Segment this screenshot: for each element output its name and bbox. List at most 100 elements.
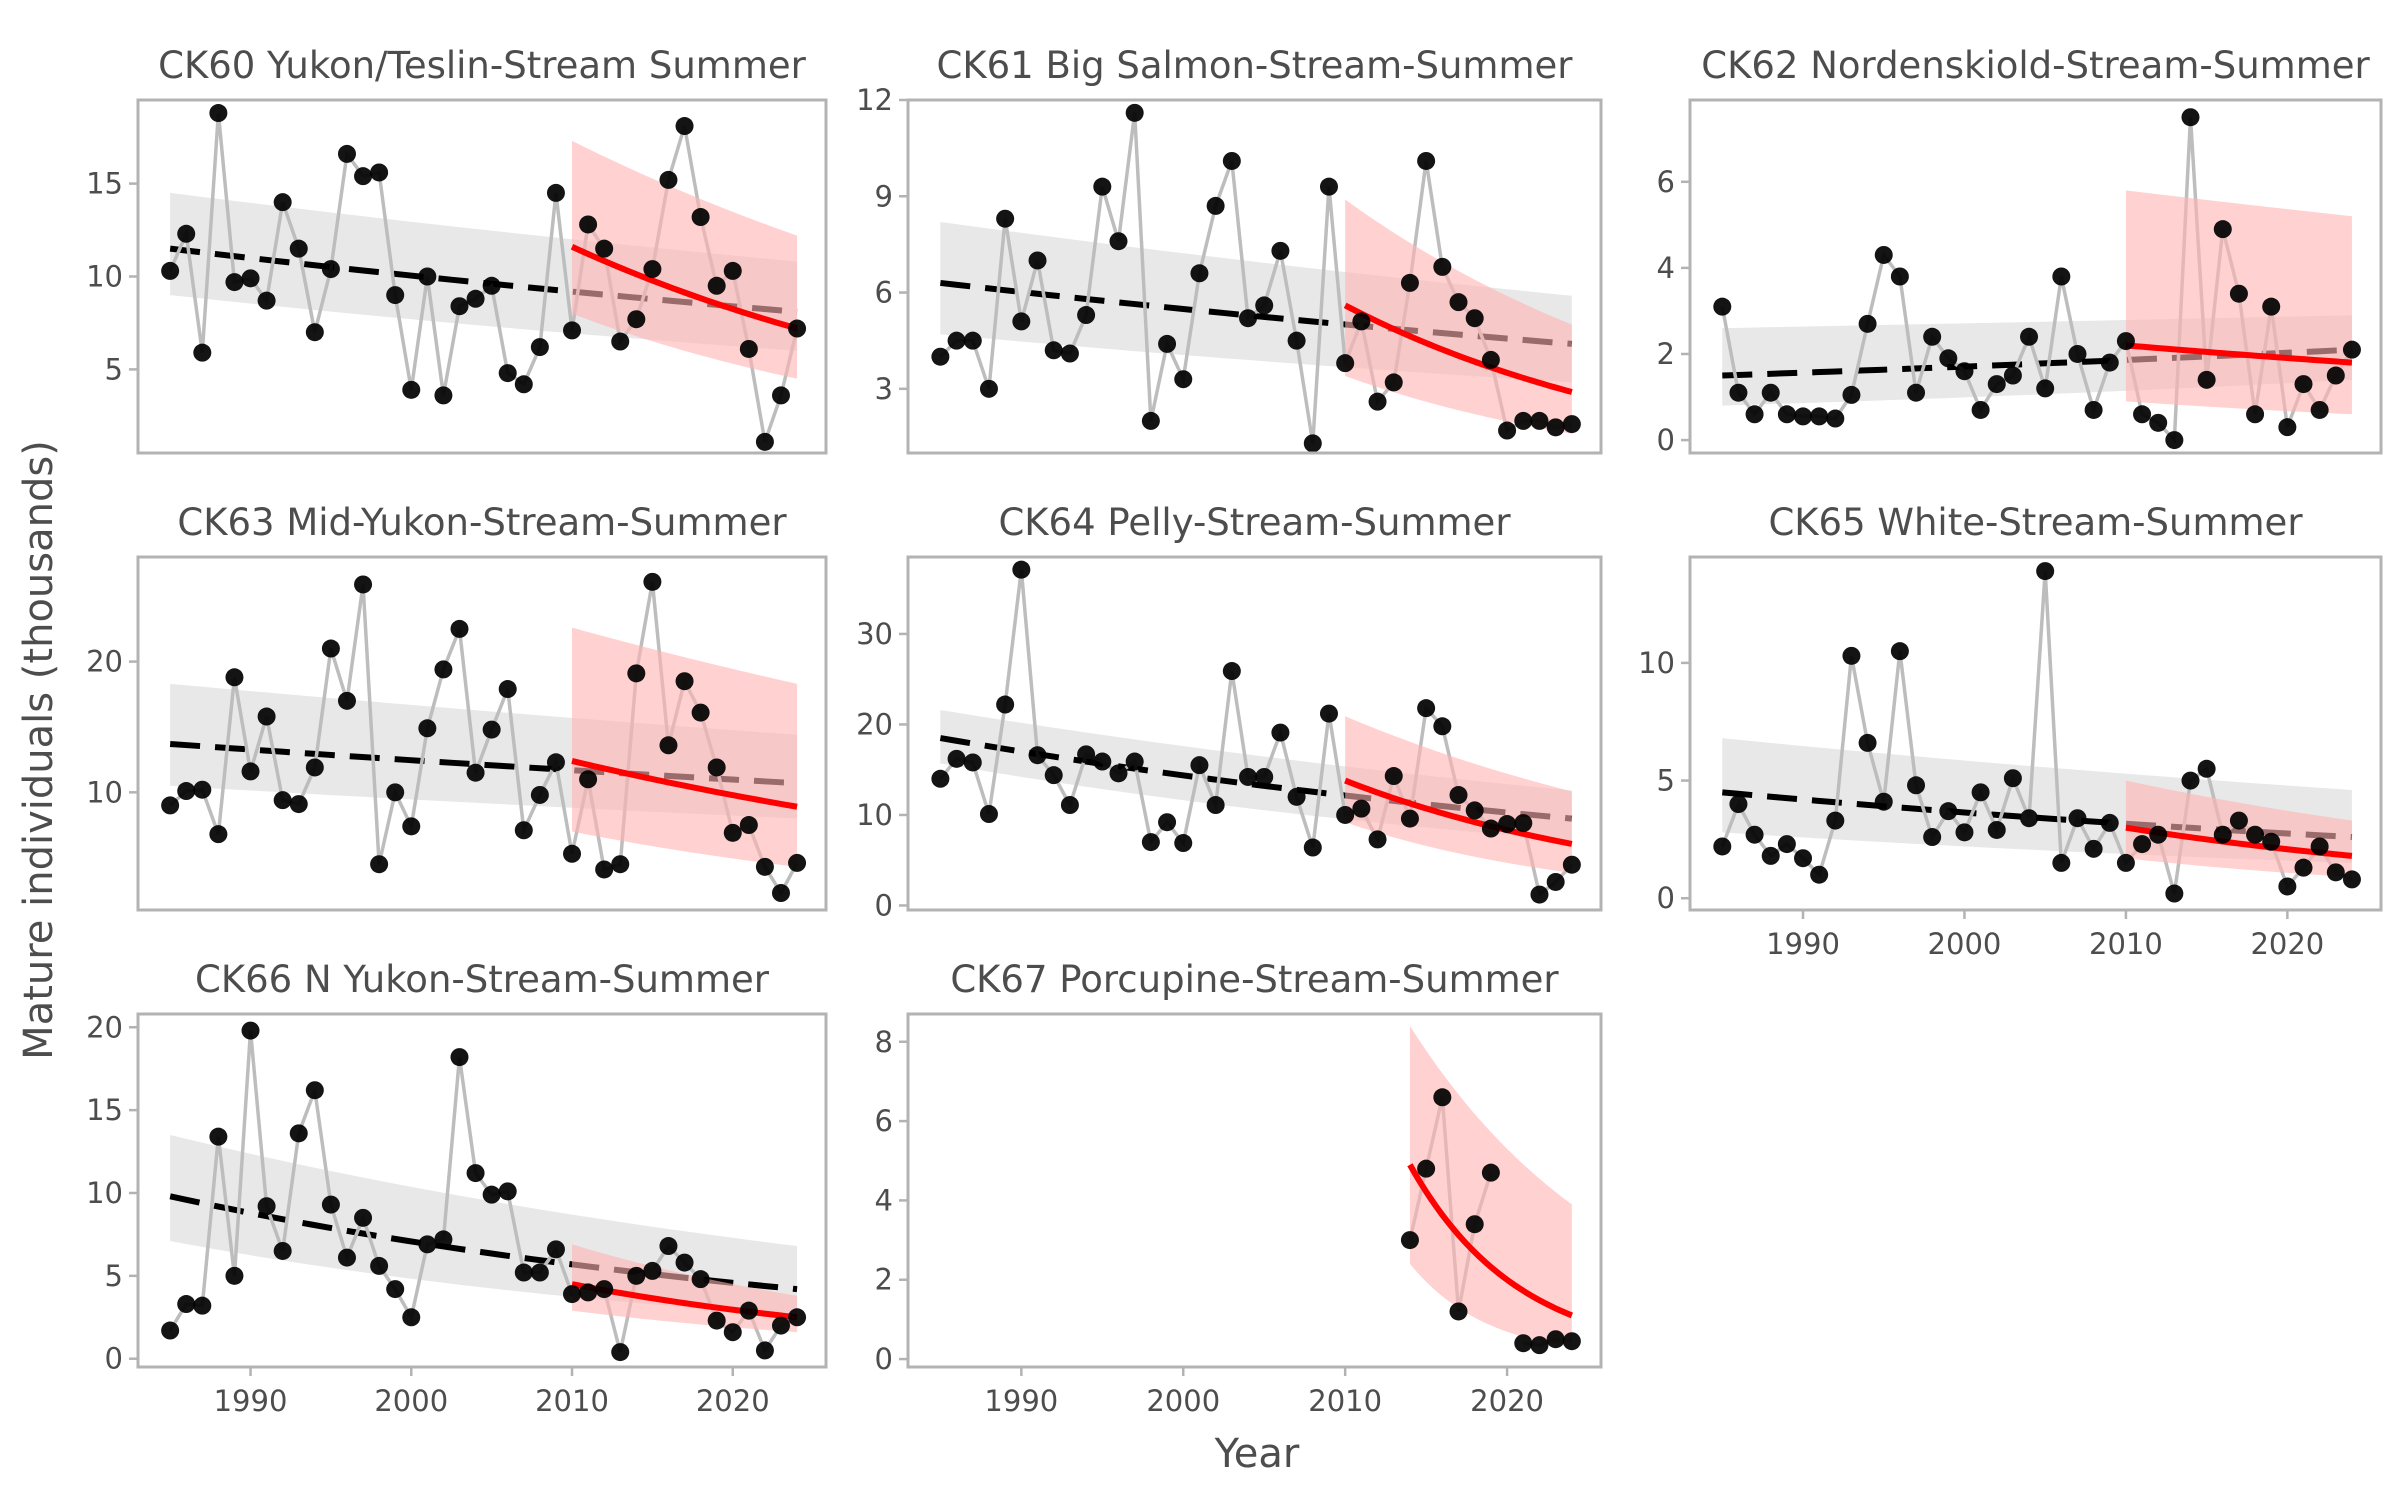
y-tick-label: 20 (86, 1010, 123, 1044)
y-tick-label: 3 (875, 372, 893, 406)
y-tick-label: 20 (856, 707, 893, 741)
data-point (354, 575, 373, 594)
data-point (434, 1230, 453, 1249)
y-tick-label: 2 (1657, 337, 1675, 371)
data-point (530, 785, 549, 804)
data-point (1174, 370, 1193, 389)
plot-area (161, 1021, 807, 1362)
data-point (931, 769, 950, 788)
data-point (1761, 846, 1780, 865)
data-point (418, 1235, 437, 1254)
data-point (691, 703, 710, 722)
data-point (2100, 813, 2119, 832)
panel: CK63 Mid-Yukon-Stream-Summer 10 20 (86, 501, 828, 912)
panel: CK64 Pelly-Stream-Summer 0 10 20 30 (856, 501, 1603, 922)
data-point (739, 339, 758, 358)
data-point (2052, 853, 2071, 872)
data-point (563, 844, 582, 863)
data-point (2246, 405, 2265, 424)
y-tick-label: 5 (1657, 764, 1675, 798)
data-point (1044, 766, 1063, 785)
data-point (2036, 562, 2055, 581)
data-point (1826, 811, 1845, 830)
data-point (450, 619, 469, 638)
x-tick-label: 2020 (2250, 927, 2324, 961)
data-point (1222, 662, 1241, 681)
x-tick-label: 2010 (535, 1384, 609, 1418)
data-point (2246, 825, 2265, 844)
data-point (563, 1285, 582, 1304)
data-point (739, 1301, 758, 1320)
x-tick-label: 2010 (2089, 927, 2163, 961)
data-point (611, 855, 630, 874)
panel-frame (1688, 555, 2383, 912)
data-point (402, 380, 421, 399)
data-point (209, 825, 228, 844)
data-point (1060, 344, 1079, 363)
data-point (707, 1311, 726, 1330)
data-point (434, 660, 453, 679)
trend-recent-line (1343, 302, 1573, 395)
data-point (739, 816, 758, 835)
data-point (2003, 366, 2022, 385)
data-point (1530, 1336, 1549, 1355)
data-point (1239, 767, 1258, 786)
data-point (498, 680, 517, 699)
plot-area (931, 103, 1581, 453)
data-point (2116, 853, 2135, 872)
data-point (177, 782, 196, 801)
plot-area (1713, 108, 2361, 450)
data-point (2262, 832, 2281, 851)
data-point (386, 1280, 405, 1299)
trend-recent-line (571, 758, 798, 810)
data-point (1417, 699, 1436, 718)
data-point (1433, 1088, 1452, 1107)
data-point (241, 269, 260, 288)
data-point (1971, 400, 1990, 419)
data-point (2181, 108, 2200, 127)
plot-area (161, 104, 807, 451)
data-point (563, 321, 582, 340)
panel-title: CK62 Nordenskiold-Stream-Summer (1701, 44, 2370, 87)
x-tick-label: 2010 (1308, 1384, 1382, 1418)
data-point (1028, 251, 1047, 270)
data-point (2084, 839, 2103, 858)
data-point (466, 763, 485, 782)
data-point (1060, 796, 1079, 815)
data-point (321, 1195, 340, 1214)
data-point (225, 273, 244, 292)
data-point (1012, 312, 1031, 331)
panel-frame (906, 1012, 1603, 1369)
data-point (1858, 733, 1877, 752)
data-point (498, 1182, 517, 1201)
data-point (514, 1263, 533, 1282)
data-point (1206, 196, 1225, 215)
data-point (979, 805, 998, 824)
data-point (1190, 756, 1209, 775)
y-tick-label: 9 (875, 179, 893, 213)
data-point (209, 1127, 228, 1146)
panel-title: CK67 Porcupine-Stream-Summer (950, 958, 1559, 1001)
data-point (788, 1308, 807, 1327)
data-point (225, 668, 244, 687)
data-point (627, 310, 646, 329)
data-point (1319, 704, 1338, 723)
x-tick-label: 2020 (696, 1384, 770, 1418)
panel-frame (906, 98, 1603, 455)
data-point (643, 1261, 662, 1280)
plot-area (1400, 1025, 1581, 1355)
data-point (354, 1208, 373, 1227)
data-point (161, 796, 180, 815)
data-point (1939, 802, 1958, 821)
data-point (659, 1237, 678, 1256)
data-point (1400, 809, 1419, 828)
trend-all-line (169, 1193, 798, 1293)
data-point (530, 338, 549, 357)
data-point (1044, 341, 1063, 360)
data-point (2149, 825, 2168, 844)
data-point (289, 1124, 308, 1143)
data-point (2294, 375, 2313, 394)
panel-frame (1688, 98, 2383, 455)
data-point (627, 1266, 646, 1285)
data-point (1530, 885, 1549, 904)
